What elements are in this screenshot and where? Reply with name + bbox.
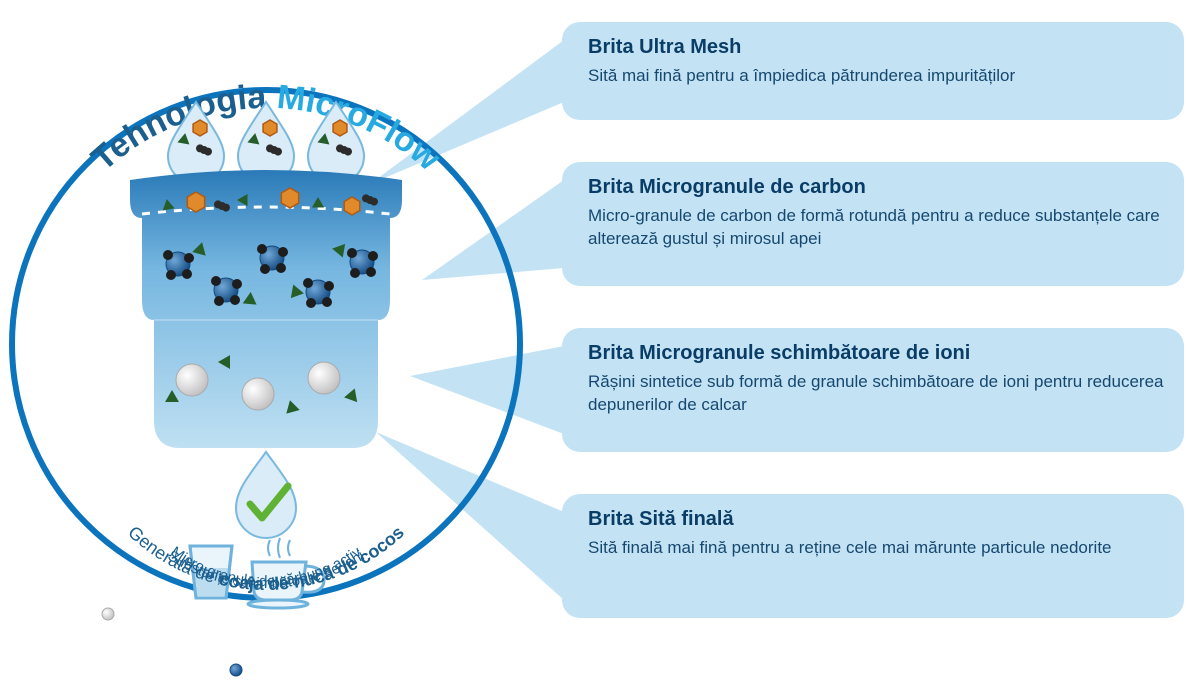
callout-3: Brita Sită finală Sită finală mai fină pe… (562, 494, 1184, 618)
clean-drop (236, 452, 296, 538)
callout-2: Brita Microgranule schimbătoare de ioni R… (562, 328, 1184, 452)
callout-title: Brita Ultra Mesh (588, 36, 1164, 59)
callout-title: Brita Microgranule schimbătoare de ioni (588, 342, 1164, 365)
callout-body: Sită mai fină pentru a împiedica pătrund… (588, 65, 1164, 88)
ion-dot-icon (102, 608, 114, 620)
carbon-dot-icon (230, 664, 242, 676)
callout-0: Brita Ultra Mesh Sită mai fină pentru a î… (562, 22, 1184, 120)
callout-body: Micro-granule de carbon de formă rotundă… (588, 205, 1164, 251)
callout-body: Sită finală mai fină pentru a reține cel… (588, 537, 1164, 560)
callout-title: Brita Microgranule de carbon (588, 176, 1164, 199)
callout-body: Rășini sintetice sub formă de granule sc… (588, 371, 1164, 417)
infographic-stage: Tehnologia MicroFlow Generată de coaja d… (0, 0, 1200, 696)
callout-1: Brita Microgranule de carbon Micro-granul… (562, 162, 1184, 286)
callout-title: Brita Sită finală (588, 508, 1164, 531)
